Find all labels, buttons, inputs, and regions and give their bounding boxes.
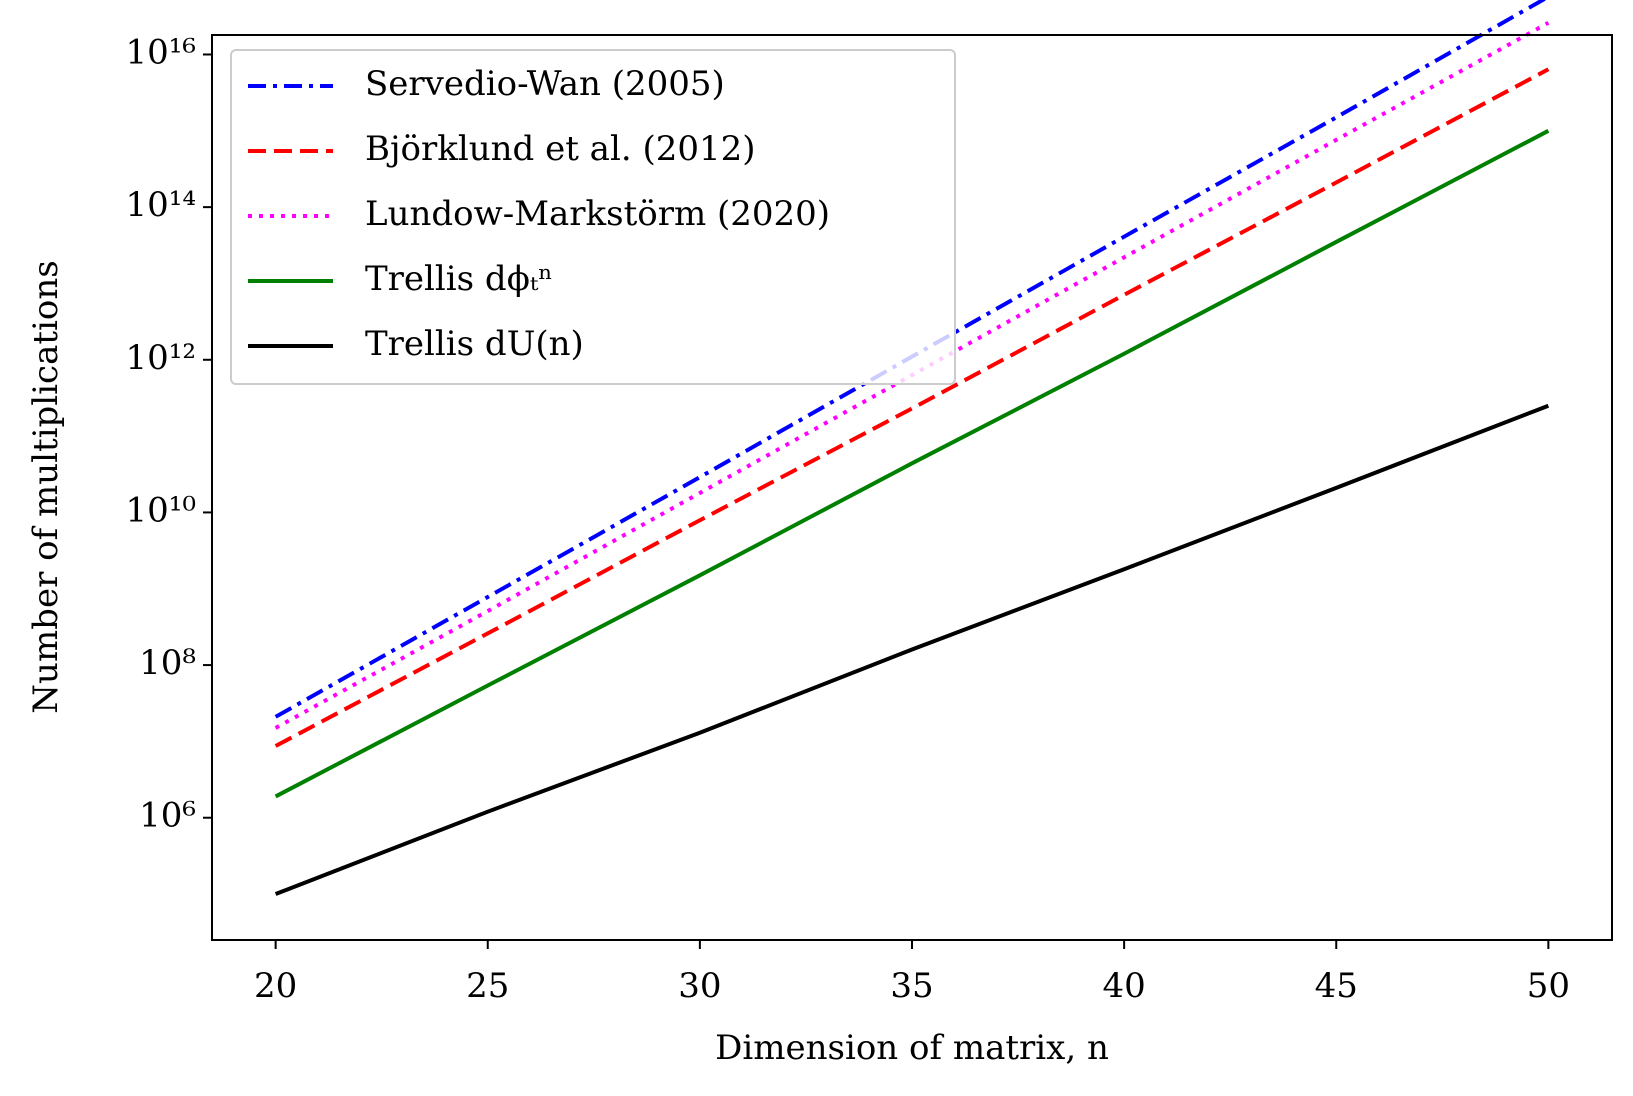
legend-label: Lundow-Markstörm (2020): [365, 194, 830, 234]
x-tick-label: 50: [1527, 966, 1570, 1006]
y-tick-label: 10¹⁰: [125, 490, 196, 530]
legend-label: Trellis dU(n): [365, 324, 584, 364]
legend-label: Björklund et al. (2012): [365, 129, 756, 169]
x-tick-label: 25: [466, 966, 509, 1006]
y-tick-label: 10¹⁴: [125, 185, 196, 225]
legend-label: Trellis dϕₜⁿ: [365, 259, 553, 299]
y-tick-label: 10¹²: [125, 338, 196, 378]
y-tick-label: 10⁸: [139, 643, 196, 683]
y-tick-label: 10¹⁶: [125, 32, 196, 72]
x-tick-label: 45: [1315, 966, 1358, 1006]
series-line: [274, 403, 1550, 896]
y-tick-label: 10⁶: [139, 796, 196, 836]
plot-frame: [211, 34, 1613, 941]
x-tick-label: 30: [678, 966, 721, 1006]
x-axis-label: Dimension of matrix, n: [715, 1028, 1109, 1068]
legend-box: [230, 49, 956, 385]
x-tick-label: 40: [1102, 966, 1145, 1006]
legend-label: Servedio-Wan (2005): [365, 64, 725, 104]
series-line: [274, 67, 1550, 748]
x-tick-label: 35: [890, 966, 933, 1006]
y-axis-label: Number of multiplications: [26, 260, 66, 713]
x-tick-label: 20: [254, 966, 297, 1006]
series-line: [274, 129, 1550, 799]
